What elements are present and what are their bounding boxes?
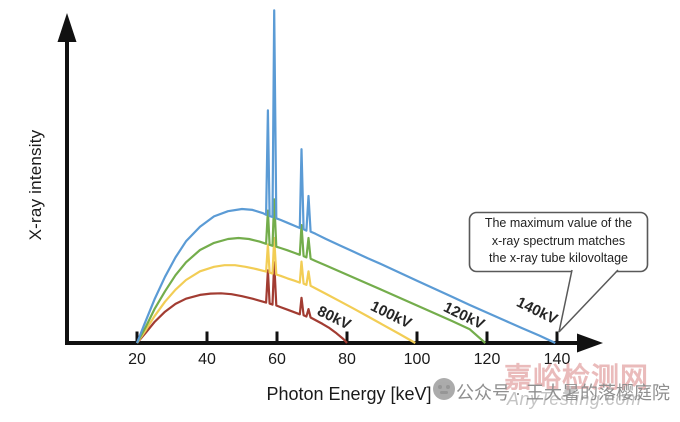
callout-tail-left-edge xyxy=(558,269,573,333)
watermark-site-url: AnyTesting.com xyxy=(507,389,642,409)
callout-text: The maximum value of the x-ray spectrum … xyxy=(470,212,647,271)
axes xyxy=(57,13,603,353)
callout-box xyxy=(468,211,649,273)
spectrum-curves xyxy=(135,9,556,344)
watermark-site-name: 嘉峪检测网 xyxy=(504,362,650,393)
y-axis-arrow-icon xyxy=(57,13,77,42)
spectrum-curve-80kV xyxy=(136,261,348,344)
publisher-avatar-icon xyxy=(433,378,455,400)
x-tick-label: 40 xyxy=(198,351,216,368)
y-axis-title: X-ray intensity xyxy=(26,129,45,241)
callout-line-1: The maximum value of the xyxy=(484,215,633,230)
x-tick-label: 60 xyxy=(268,351,286,368)
callout-tail-right-edge xyxy=(558,269,619,333)
callout-line-3: the x-ray tube kilovoltage xyxy=(489,251,628,266)
callout-line-2: x-ray spectrum matches xyxy=(491,233,626,248)
spectrum-curve-140kV xyxy=(135,9,556,344)
watermark-account-text: 公众号 · 王大暑的落樱庭院 xyxy=(456,383,670,403)
spectrum-curve-120kV xyxy=(136,198,487,344)
x-tick-label: 120 xyxy=(473,351,501,368)
x-tick-label: 80 xyxy=(338,351,356,368)
x-tick-label: 20 xyxy=(128,351,146,368)
callout-bubble xyxy=(468,211,649,333)
spectrum-curve-100kV xyxy=(136,236,416,344)
x-axis-arrow-icon xyxy=(577,333,603,353)
x-tick-label: 100 xyxy=(403,351,431,368)
x-axis-title: Photon Energy [keV] xyxy=(266,384,432,404)
x-tick-label: 140 xyxy=(543,351,571,368)
x-tick-marks xyxy=(135,331,559,341)
